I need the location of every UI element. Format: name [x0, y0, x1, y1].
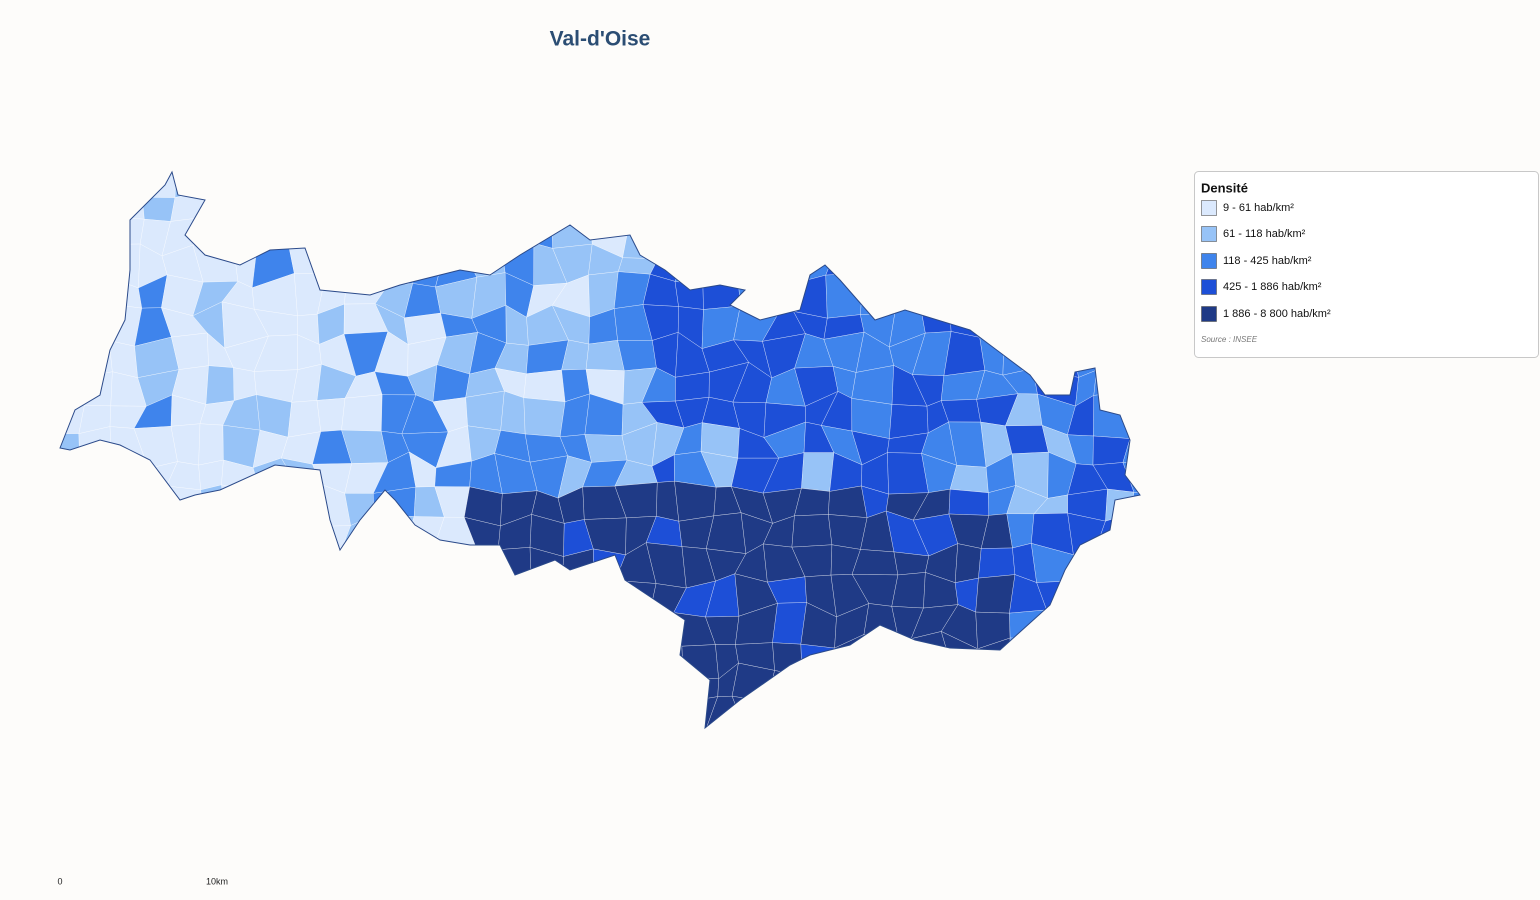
commune	[801, 452, 835, 492]
commune	[851, 549, 899, 576]
commune	[523, 369, 566, 402]
legend-label: 425 - 1 886 hab/km²	[1223, 281, 1322, 293]
commune	[978, 547, 1016, 579]
legend-swatch	[1201, 200, 1217, 216]
scale-start: 0	[57, 876, 62, 886]
legend-label: 61 - 118 hab/km²	[1223, 228, 1306, 240]
commune	[675, 371, 710, 402]
commune	[523, 397, 566, 438]
commune	[500, 390, 526, 435]
legend-label: 1 886 - 8 800 hab/km²	[1223, 308, 1331, 320]
commune	[1005, 425, 1049, 455]
legend-swatch	[1201, 306, 1217, 322]
legend-items: 9 - 61 hab/km² 61 - 118 hab/km² 118 - 425 …	[1201, 200, 1331, 322]
commune	[828, 514, 868, 550]
commune	[954, 543, 982, 584]
legend-label: 118 - 425 hab/km²	[1223, 255, 1312, 267]
commune	[205, 365, 235, 405]
commune	[617, 340, 657, 372]
legend: Densité 9 - 61 hab/km² 61 - 118 hab/km² 11…	[1194, 171, 1539, 358]
commune	[341, 394, 383, 432]
commune	[888, 404, 929, 439]
legend-box	[1194, 171, 1539, 358]
legend-swatch	[1201, 279, 1217, 295]
commune	[287, 400, 322, 438]
commune	[975, 574, 1016, 614]
commune	[948, 488, 990, 516]
commune	[316, 397, 346, 432]
commune	[943, 331, 986, 377]
legend-source: Source : INSEE	[1201, 335, 1258, 344]
legend-swatch	[1201, 253, 1217, 269]
commune	[198, 423, 224, 466]
legend-swatch	[1201, 226, 1217, 242]
commune	[674, 480, 717, 522]
department-outline	[59, 170, 1141, 730]
commune	[584, 434, 628, 463]
map-title: Val-d'Oise	[550, 28, 651, 51]
legend-title: Densité	[1201, 180, 1248, 195]
scale-end: 10km	[206, 876, 228, 886]
commune	[893, 551, 930, 576]
commune	[949, 464, 989, 493]
commune	[828, 485, 868, 518]
commune	[772, 602, 807, 645]
commune	[791, 514, 833, 548]
commune	[465, 390, 505, 431]
legend-label: 9 - 61 hab/km²	[1223, 202, 1294, 214]
